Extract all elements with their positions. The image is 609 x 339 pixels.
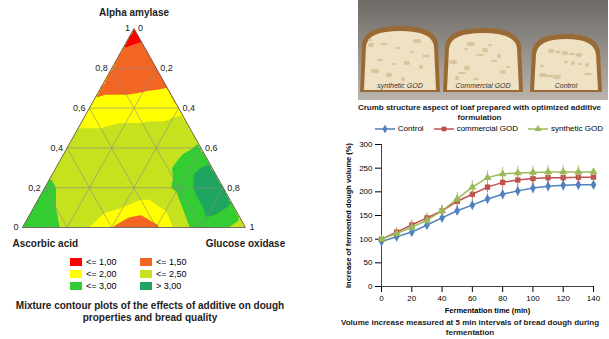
svg-text:300: 300 — [359, 140, 373, 149]
html-text:> 3,00: > 3,00 — [156, 281, 182, 291]
html-text:synthetic GOD: synthetic GOD — [551, 124, 603, 133]
svg-text:Increase of fermented dough vo: Increase of fermented dough volume (%) — [344, 142, 353, 288]
svg-text:0,2: 0,2 — [28, 183, 41, 193]
html-text:<= 1,50: <= 1,50 — [156, 257, 187, 267]
svg-text:0,8: 0,8 — [227, 183, 240, 193]
html-text:<= 2,50: <= 2,50 — [156, 269, 187, 279]
svg-text:150: 150 — [359, 211, 373, 220]
html-text:<= 1,00: <= 1,00 — [86, 257, 117, 267]
svg-text:0: 0 — [368, 282, 373, 291]
svg-text:20: 20 — [407, 294, 416, 303]
svg-text:Alpha amylase: Alpha amylase — [99, 7, 169, 18]
svg-text:200: 200 — [359, 187, 373, 196]
html-text:<= 2,00: <= 2,00 — [86, 269, 117, 279]
html-text:Control: Control — [397, 124, 424, 133]
svg-text:80: 80 — [498, 294, 507, 303]
svg-text:0,6: 0,6 — [73, 103, 86, 113]
svg-text:250: 250 — [359, 164, 373, 173]
svg-text:0,6: 0,6 — [205, 143, 218, 153]
svg-text:Ascorbic acid: Ascorbic acid — [13, 238, 79, 249]
svg-text:0,4: 0,4 — [183, 103, 196, 113]
svg-text:100: 100 — [359, 235, 373, 244]
html-text:Mixture contour plots of the e: Mixture contour plots of the effects of … — [15, 300, 285, 323]
svg-text:Glucose oxidase: Glucose oxidase — [206, 238, 286, 249]
svg-text:Fermentation time (min): Fermentation time (min) — [445, 306, 531, 315]
svg-text:0,2: 0,2 — [160, 63, 173, 73]
svg-text:0: 0 — [379, 294, 384, 303]
html-text:Volume increase measured at 5: Volume increase measured at 5 min interv… — [340, 318, 600, 337]
svg-text:1: 1 — [125, 23, 130, 33]
svg-text:1: 1 — [250, 222, 255, 232]
svg-text:0,4: 0,4 — [51, 143, 64, 153]
svg-text:0: 0 — [138, 23, 143, 33]
html-text:<= 3,00: <= 3,00 — [86, 281, 117, 291]
html-text:commercial GOD: commercial GOD — [456, 124, 518, 133]
svg-text:synthetic GOD: synthetic GOD — [377, 82, 423, 90]
html-text:Crumb structure aspect of loaf: Crumb structure aspect of loaf prepared … — [357, 103, 602, 122]
svg-text:50: 50 — [364, 258, 373, 267]
svg-text:0,8: 0,8 — [95, 63, 108, 73]
svg-text:0: 0 — [13, 222, 18, 232]
svg-text:60: 60 — [468, 294, 477, 303]
svg-text:Control: Control — [555, 82, 578, 89]
svg-text:120: 120 — [557, 294, 571, 303]
svg-text:100: 100 — [526, 294, 540, 303]
svg-text:140: 140 — [587, 294, 601, 303]
svg-text:40: 40 — [438, 294, 447, 303]
svg-text:Commercial GOD: Commercial GOD — [455, 82, 510, 89]
